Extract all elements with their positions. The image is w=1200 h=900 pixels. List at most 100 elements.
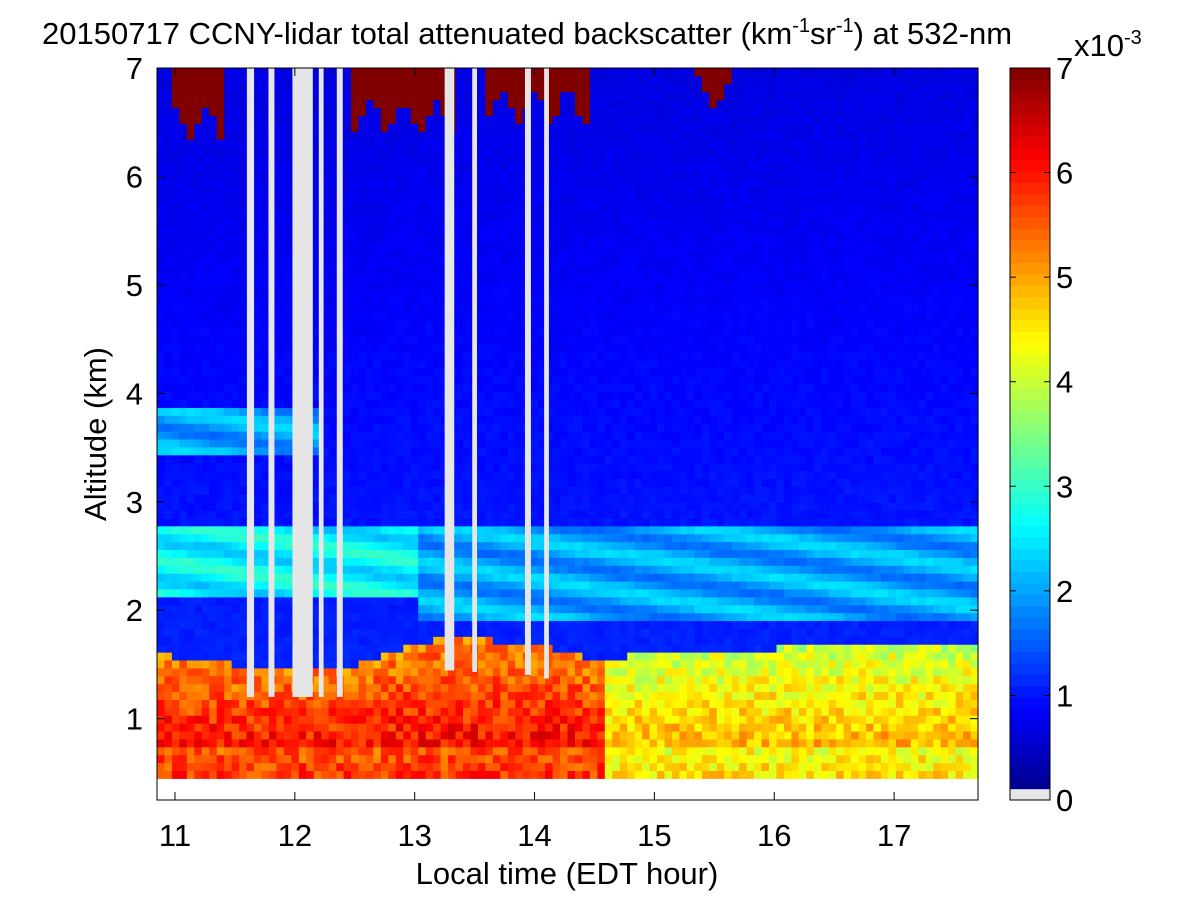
heatmap-cell <box>186 628 195 637</box>
heatmap-cell <box>507 628 516 637</box>
heatmap-cell <box>500 525 509 535</box>
heatmap-cell <box>455 107 464 116</box>
heatmap-cell <box>254 486 263 495</box>
heatmap-cell <box>388 604 397 614</box>
heatmap-cell <box>552 249 561 259</box>
heatmap-cell <box>410 509 419 519</box>
heatmap-cell <box>410 541 419 551</box>
heatmap-cell <box>477 154 486 164</box>
heatmap-cell <box>179 68 188 77</box>
heatmap-cell <box>530 194 539 203</box>
heatmap-cell <box>537 620 546 629</box>
heatmap-cell <box>395 446 404 456</box>
heatmap-cell <box>500 367 509 377</box>
heatmap-cell <box>224 667 233 677</box>
heatmap-cell <box>186 320 195 330</box>
heatmap-cell <box>328 360 337 369</box>
heatmap-cell <box>194 588 203 598</box>
heatmap-cell <box>425 115 434 124</box>
heatmap-cell <box>365 210 375 219</box>
heatmap-cell <box>157 612 166 622</box>
heatmap-cell <box>500 604 509 614</box>
heatmap-cell <box>164 675 173 685</box>
heatmap-cell <box>380 581 389 590</box>
heatmap-cell <box>507 225 516 235</box>
heatmap-cell <box>276 462 285 472</box>
heatmap-cell <box>186 675 195 685</box>
heatmap-cell <box>261 667 270 677</box>
heatmap-cell <box>164 170 173 180</box>
heatmap-cell <box>485 746 494 756</box>
heatmap-cell <box>239 154 248 164</box>
heatmap-cell <box>171 770 180 779</box>
heatmap-cell <box>224 707 233 716</box>
heatmap-cell <box>537 194 546 203</box>
heatmap-cell <box>358 399 367 408</box>
heatmap-cell <box>283 273 292 282</box>
heatmap-cell <box>433 131 442 140</box>
heatmap-cell <box>276 383 285 393</box>
heatmap-cell <box>395 320 404 330</box>
heatmap-cell <box>492 573 501 582</box>
heatmap-cell <box>343 68 352 77</box>
heatmap-cell <box>552 154 561 164</box>
heatmap-cell <box>261 636 270 645</box>
heatmap-cell <box>209 328 218 337</box>
heatmap-cell <box>157 257 166 266</box>
heatmap-cell <box>373 304 382 314</box>
heatmap-cell <box>261 715 270 724</box>
heatmap-cell <box>186 565 195 574</box>
heatmap-cell <box>276 186 285 195</box>
heatmap-cell <box>373 233 382 243</box>
heatmap-cell <box>194 304 203 314</box>
heatmap-cell <box>328 612 337 622</box>
heatmap-cell <box>336 762 345 772</box>
heatmap-cell <box>530 549 539 558</box>
heatmap-cell <box>254 431 263 440</box>
heatmap-cell <box>351 296 360 306</box>
heatmap-cell <box>186 683 195 693</box>
heatmap-cell <box>365 139 375 148</box>
heatmap-cell <box>425 494 434 503</box>
heatmap-cell <box>403 123 412 132</box>
heatmap-cell <box>321 707 330 716</box>
heatmap-cell <box>164 652 173 661</box>
heatmap-cell <box>201 588 210 598</box>
heatmap-cell <box>477 588 486 598</box>
heatmap-cell <box>425 470 434 479</box>
heatmap-cell <box>380 699 389 708</box>
heatmap-cell <box>470 738 479 748</box>
heatmap-cell <box>261 652 270 661</box>
heatmap-cell <box>552 612 561 622</box>
heatmap-cell <box>455 154 464 164</box>
heatmap-cell <box>216 367 225 377</box>
heatmap-cell <box>186 691 195 700</box>
heatmap-cell <box>425 288 434 298</box>
heatmap-cell <box>485 446 494 456</box>
heatmap-cell <box>365 707 375 716</box>
heatmap-cell <box>201 533 210 543</box>
heatmap-cell <box>515 478 524 487</box>
heatmap-cell <box>239 723 248 732</box>
heatmap-cell <box>425 139 434 148</box>
heatmap-cell <box>560 107 569 116</box>
heatmap-cell <box>380 131 389 140</box>
heatmap-cell <box>321 225 330 235</box>
heatmap-cell <box>254 107 263 116</box>
heatmap-cell <box>216 178 225 187</box>
heatmap-cell <box>283 509 292 519</box>
heatmap-cell <box>403 533 412 543</box>
heatmap-cell <box>157 344 166 353</box>
heatmap-cell <box>365 715 375 724</box>
heatmap-cell <box>261 730 270 740</box>
heatmap-cell <box>328 296 337 306</box>
heatmap-cell <box>463 565 472 574</box>
heatmap-cell <box>261 99 270 109</box>
heatmap-cell <box>231 486 240 495</box>
heatmap-cell <box>507 730 516 740</box>
heatmap-cell <box>485 478 494 487</box>
heatmap-cell <box>283 344 292 353</box>
heatmap-cell <box>186 707 195 716</box>
heatmap-cell <box>321 525 330 535</box>
heatmap-cell <box>410 723 419 732</box>
